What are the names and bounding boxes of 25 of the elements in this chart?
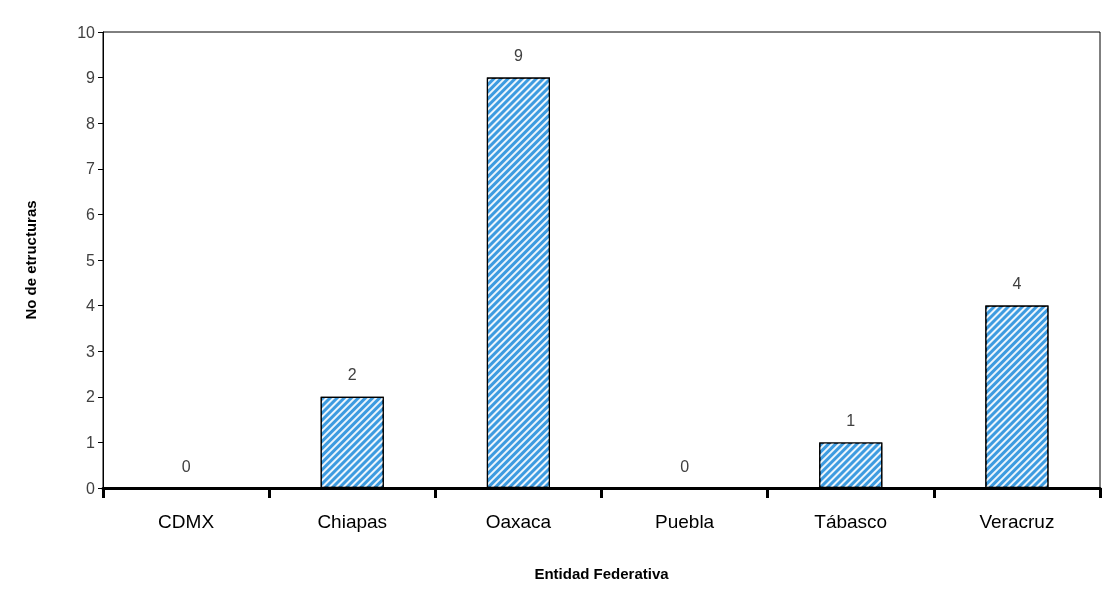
- data-label: 0: [680, 457, 690, 475]
- data-label: 2: [347, 366, 357, 384]
- y-tick-label: 4: [86, 297, 96, 315]
- y-axis-title: No de etructuras: [22, 200, 39, 320]
- y-tick-label: 0: [86, 479, 96, 497]
- data-label: 0: [181, 457, 191, 475]
- y-tick-label: 9: [86, 69, 96, 87]
- y-tick-label: 10: [77, 23, 96, 41]
- data-label: 1: [846, 411, 856, 429]
- y-tick-label: 7: [86, 160, 96, 178]
- y-tick-label: 5: [86, 251, 96, 269]
- y-tick-label: 3: [86, 342, 96, 360]
- x-tick-label: Chiapas: [317, 511, 388, 532]
- y-tick-label: 2: [86, 388, 96, 406]
- x-tick-label: Veracruz: [979, 511, 1055, 532]
- data-label: 4: [1012, 275, 1022, 293]
- x-tick-label: Puebla: [655, 511, 715, 532]
- data-label: 9: [513, 47, 523, 65]
- x-tick-label: Oaxaca: [485, 511, 552, 532]
- y-tick-label: 6: [86, 205, 96, 223]
- x-axis-title: Entidad Federativa: [534, 565, 670, 582]
- x-tick-label: CDMX: [158, 511, 215, 532]
- x-tick-label: Tábasco: [814, 511, 888, 532]
- y-tick-label: 8: [86, 114, 96, 132]
- y-tick-label: 1: [86, 433, 96, 451]
